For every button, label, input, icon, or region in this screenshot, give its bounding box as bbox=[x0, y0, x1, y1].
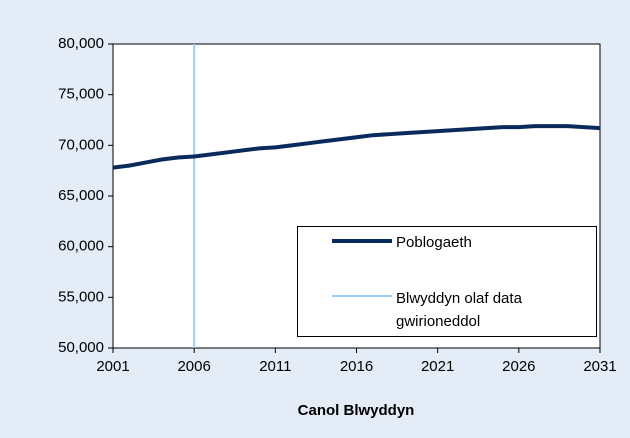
y-tick-label: 65,000 bbox=[58, 187, 104, 204]
legend-item: Poblogaeth bbox=[332, 231, 576, 254]
y-tick-label: 50,000 bbox=[58, 339, 104, 356]
legend-label: Poblogaeth bbox=[396, 234, 472, 251]
y-tick-label: 75,000 bbox=[58, 86, 104, 103]
y-tick-label: 60,000 bbox=[58, 238, 104, 255]
x-tick-label: 2021 bbox=[421, 358, 454, 375]
legend: Poblogaeth Blwyddyn olaf data gwirioneddo… bbox=[297, 226, 597, 337]
series-line bbox=[112, 124, 601, 170]
legend-swatch bbox=[332, 239, 392, 243]
x-tick-label: 2006 bbox=[177, 358, 210, 375]
x-tick-label: 2011 bbox=[259, 358, 291, 375]
legend-item: Blwyddyn olaf data gwirioneddol bbox=[332, 287, 576, 333]
y-tick-label: 70,000 bbox=[58, 136, 104, 153]
y-tick-label: 55,000 bbox=[58, 288, 104, 305]
x-tick-label: 2026 bbox=[502, 358, 535, 375]
x-tick-label: 2031 bbox=[583, 358, 616, 375]
x-tick-label: 2001 bbox=[96, 358, 129, 375]
y-tick-label: 80,000 bbox=[58, 35, 104, 52]
legend-label: Blwyddyn olaf data gwirioneddol bbox=[396, 290, 522, 330]
x-tick-label: 2016 bbox=[340, 358, 373, 375]
x-axis-title: Canol Blwyddyn bbox=[298, 402, 415, 419]
legend-swatch bbox=[332, 295, 392, 297]
